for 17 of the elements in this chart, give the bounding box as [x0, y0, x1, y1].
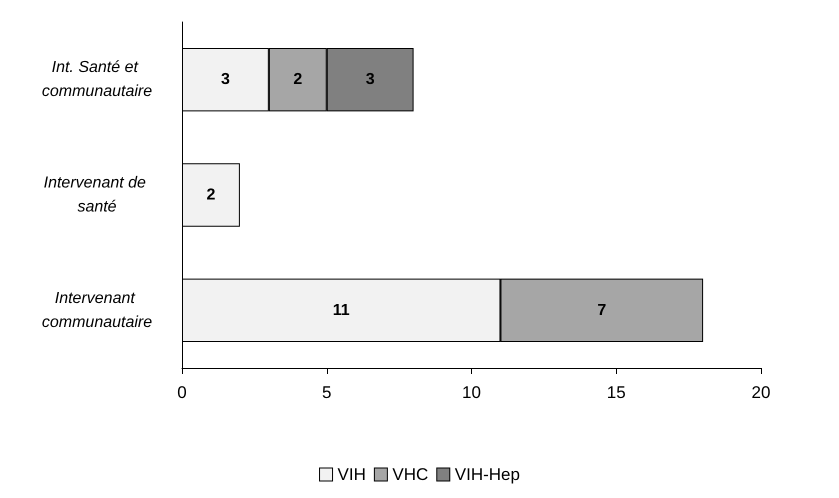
y-tick-label: Intervenant de santé: [44, 174, 150, 216]
x-tick-label: 0: [177, 383, 187, 402]
x-tick-label: 20: [752, 383, 770, 402]
y-tick-label: Intervenant communautaire: [42, 290, 152, 331]
x-tick-label: 5: [322, 383, 332, 402]
data-label: 7: [597, 302, 606, 319]
data-label: 11: [332, 302, 350, 319]
data-label: 3: [366, 71, 375, 88]
data-label: 2: [206, 186, 216, 204]
y-tick-label: Int. Santé et communautaire: [42, 59, 152, 100]
data-label: 2: [293, 71, 302, 88]
x-tick-label: 10: [462, 383, 481, 402]
legend-label: VIH-Hep: [454, 465, 520, 484]
legend-label: VIH: [338, 465, 366, 484]
data-label: 3: [220, 71, 230, 88]
legend-label: VHC: [392, 465, 428, 484]
x-tick-label: 15: [606, 383, 626, 402]
